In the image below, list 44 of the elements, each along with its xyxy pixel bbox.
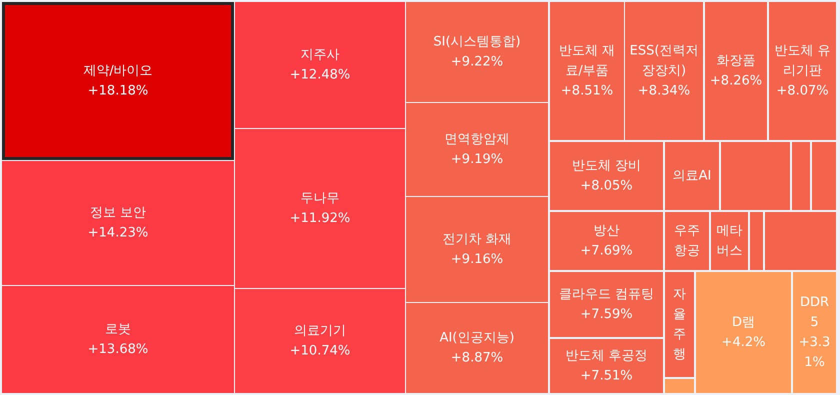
data-label: +13.68% [88, 342, 148, 357]
data-label: +9.22% [450, 54, 504, 70]
data-label: +3.31% [798, 334, 830, 370]
category-label: 반도체 장비 [572, 158, 642, 174]
category-label: AI(인공지능) [440, 330, 514, 346]
data-label: +18.18% [88, 83, 148, 98]
category-label: ESS(전력저장장치) [630, 43, 698, 78]
data-label: +10.74% [290, 343, 350, 358]
data-label: +7.69% [580, 243, 633, 258]
data-label: +8.34% [638, 83, 690, 98]
category-label: 클라우드 컴퓨팅 [558, 286, 654, 302]
category-label: 전기차 화재 [442, 232, 512, 247]
category-label: 의료AI [672, 168, 712, 184]
category-label: 자율주행 [673, 286, 686, 362]
data-label: +7.59% [580, 306, 633, 322]
data-label: +8.07% [776, 83, 829, 98]
category-label: 제약/바이오 [83, 63, 153, 78]
category-label: 방산 [594, 223, 620, 238]
category-label: 화장품 [716, 53, 756, 68]
data-label: +8.87% [450, 350, 504, 366]
category-label: 정보 보안 [90, 205, 146, 220]
category-label: 의료기기 [294, 323, 346, 338]
data-label: +12.48% [290, 67, 350, 82]
category-label: SI(시스템통합) [433, 34, 521, 50]
data-label: +9.16% [450, 252, 504, 267]
category-label: D램 [732, 314, 756, 330]
category-label: 두나무 [300, 190, 340, 206]
category-label: DDR5 [800, 294, 830, 330]
data-label: +8.26% [710, 73, 762, 88]
data-label: +11.92% [290, 210, 350, 226]
category-label: 면역항암제 [444, 132, 510, 147]
category-label: 반도체 재료/부품 [558, 43, 616, 78]
category-label: 메타버스 [716, 223, 742, 258]
category-label: 지주사 [300, 47, 340, 62]
data-label: +8.05% [580, 178, 633, 194]
category-label: 우주항공 [674, 223, 700, 258]
data-label: +8.51% [560, 83, 614, 98]
category-label: 로봇 [105, 322, 131, 337]
data-label: +7.51% [580, 368, 633, 384]
data-label: +14.23% [88, 225, 148, 240]
data-label: +9.19% [450, 152, 504, 167]
category-label: 반도체 유리기판 [774, 43, 831, 78]
category-label: 반도체 후공정 [565, 348, 648, 364]
data-label: +4.2% [722, 334, 766, 350]
